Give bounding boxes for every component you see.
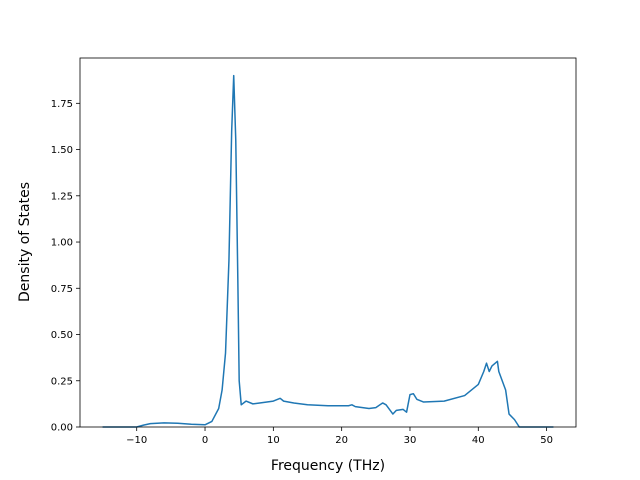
x-tick-label: 50 [540,435,553,446]
x-tick-label: 40 [472,435,485,446]
line [102,74,554,428]
y-tick-label: 0.75 [51,284,73,295]
y-tick-label: 0.00 [51,423,73,434]
y-tick-label: 1.00 [51,238,73,249]
plot-frame [79,57,577,428]
x-tick-label: 30 [404,435,417,446]
y-axis-label: Density of States [17,182,33,302]
y-tick-label: 1.25 [51,191,73,202]
x-tick-label: 0 [202,435,208,446]
y-tick-label: 0.50 [51,330,73,341]
y-tick-label: 0.25 [51,376,73,387]
y-tick-label: 1.75 [51,99,73,110]
x-tick-label: 20 [335,435,348,446]
x-tick-label: 10 [267,435,280,446]
x-tick-label: −10 [126,435,147,446]
y-tick-label: 1.50 [51,145,73,156]
x-axis-label: Frequency (THz) [271,458,385,474]
